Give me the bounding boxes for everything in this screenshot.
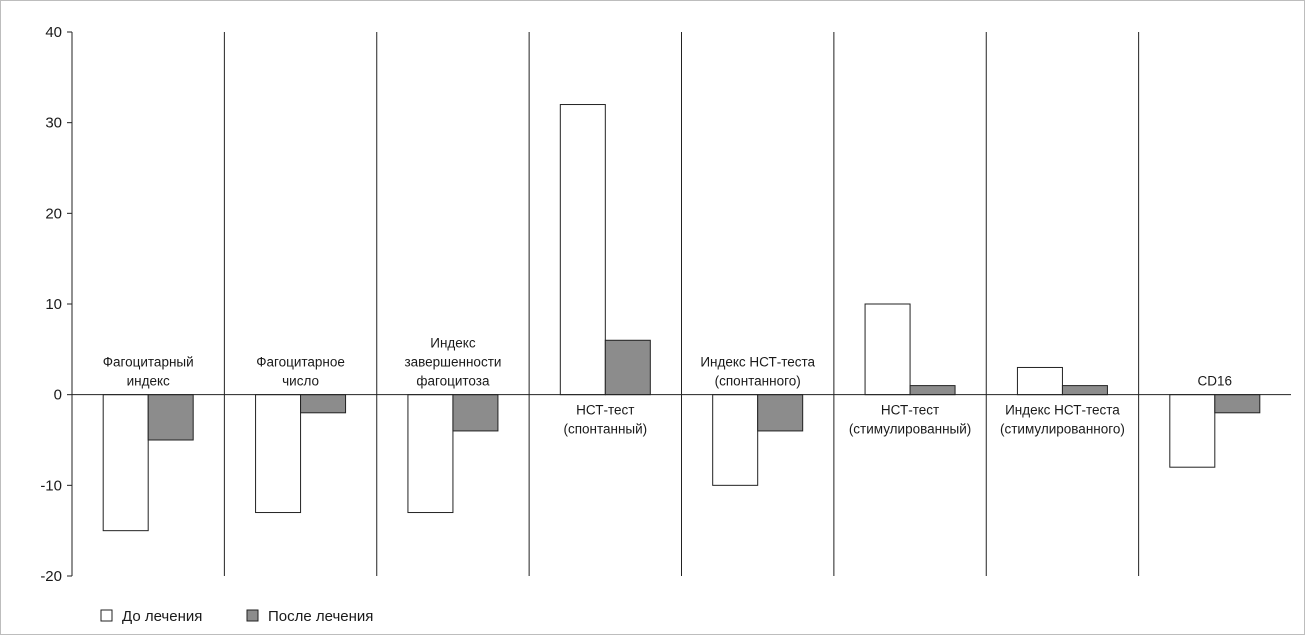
bar-before-treatment: [1016, 366, 1063, 396]
bar-before-treatment: [712, 394, 759, 486]
bar-before-treatment: [255, 394, 302, 514]
category-label: Индекс НСТ-теста (стимулированного): [1000, 403, 1125, 437]
category-label: CD16: [1198, 374, 1233, 389]
y-tick-label: 20: [45, 205, 62, 222]
category-label: Индекс завершенности фагоцитоза: [404, 336, 501, 389]
y-tick-label: -10: [40, 477, 62, 494]
bar-after-treatment: [300, 394, 347, 414]
category-label: Фагоцитарный индекс: [103, 355, 194, 389]
legend-label: После лечения: [268, 608, 373, 625]
bar-after-treatment: [452, 394, 499, 432]
bar-before-treatment: [864, 303, 911, 396]
bar-after-treatment: [147, 394, 194, 441]
y-tick-label: -20: [40, 568, 62, 585]
y-tick-label: 10: [45, 296, 62, 313]
bar-before-treatment: [102, 394, 149, 532]
category-label: Фагоцитарное число: [256, 355, 345, 389]
bar-after-treatment: [757, 394, 804, 432]
bar-before-treatment: [559, 104, 606, 396]
legend-label: До лечения: [122, 608, 202, 625]
bar-after-treatment: [1214, 394, 1261, 414]
category-label: НСТ-тест (спонтанный): [563, 403, 647, 437]
y-tick-label: 40: [45, 24, 62, 41]
bar-before-treatment: [407, 394, 454, 514]
bar-after-treatment: [604, 339, 651, 396]
y-tick-label: 0: [54, 387, 62, 404]
y-tick-label: 30: [45, 115, 62, 132]
bar-before-treatment: [1169, 394, 1216, 468]
category-label: Индекс НСТ-теста (спонтанного): [700, 355, 815, 389]
bar-after-treatment: [909, 385, 956, 396]
legend-swatch-before: [100, 609, 113, 622]
category-label: НСТ-тест (стимулированный): [849, 403, 971, 437]
legend-swatch-after: [246, 609, 259, 622]
bar-after-treatment: [1061, 385, 1108, 396]
